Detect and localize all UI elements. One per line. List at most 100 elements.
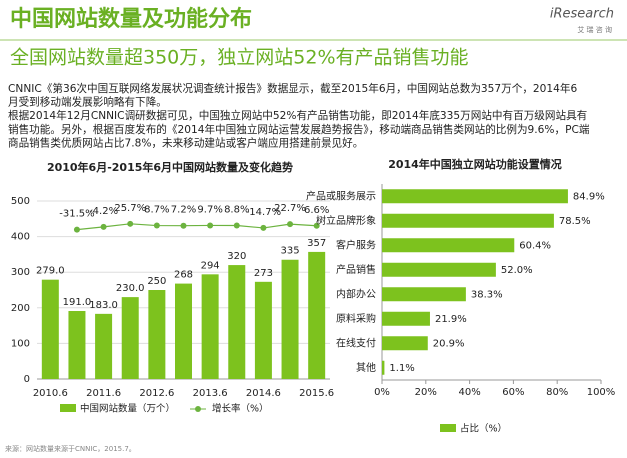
y-tick-label: 500 <box>11 196 30 207</box>
bar-value-label: 84.9% <box>573 191 605 202</box>
bar <box>41 279 59 379</box>
growth-point <box>207 222 214 229</box>
growth-point <box>313 222 320 229</box>
x-tick-label: 100% <box>587 387 616 398</box>
page-title: 中国网站数量及功能分布 <box>10 6 252 32</box>
bar <box>382 213 554 228</box>
body-text: 根据2014年12月CNNIC调研数据可见，中国独立网站中52%有产品销售功能，… <box>8 109 587 122</box>
x-tick-label: 80% <box>546 387 568 398</box>
logo-sub: 艾 瑞 咨 询 <box>577 25 612 34</box>
bar <box>382 189 568 204</box>
y-tick-label: 200 <box>11 303 30 314</box>
y-tick-label: 0 <box>24 374 30 385</box>
legend-swatch <box>195 406 201 412</box>
growth-value-label: -14.7% <box>246 207 281 218</box>
x-tick-label: 2010.6 <box>33 388 68 399</box>
legend-label: 占比（%） <box>460 423 507 435</box>
bar <box>95 313 113 379</box>
bar-value-label: 250 <box>147 276 166 287</box>
category-label: 产品或服务展示 <box>306 189 376 202</box>
bar <box>382 360 385 375</box>
bar-value-label: 38.3% <box>471 289 503 300</box>
bar-value-label: 78.5% <box>559 216 591 227</box>
growth-point <box>100 223 107 230</box>
bar <box>382 262 496 277</box>
bar <box>308 251 326 379</box>
bar <box>228 265 246 379</box>
growth-value-label: 8.7% <box>144 205 169 216</box>
page-subtitle: 全国网站数量超350万，独立网站52%有产品销售功能 <box>10 47 469 69</box>
bar-value-label: 20.9% <box>433 338 465 349</box>
body-text: 销售功能。另外，根据百度发布的《2014年中国独立网站运营发展趋势报告》，移动端… <box>8 123 590 136</box>
bar <box>382 311 430 326</box>
growth-value-label: 22.7% <box>274 203 306 214</box>
body-text: 商品销售类优质网站占比7.8%，未来移动建站或客户端应用搭建前景见好。 <box>8 136 363 149</box>
growth-value-label: 9.7% <box>197 204 222 215</box>
x-tick-label: 2012.6 <box>139 388 174 399</box>
category-label: 其他 <box>356 361 376 374</box>
bar-value-label: 1.1% <box>389 363 414 374</box>
bar <box>175 283 192 379</box>
bar-value-label: 230.0 <box>116 283 145 294</box>
growth-point <box>180 222 187 229</box>
growth-point <box>287 221 294 228</box>
bar <box>281 259 299 379</box>
growth-point <box>260 224 267 231</box>
bar <box>68 311 86 379</box>
x-tick-label: 60% <box>502 387 524 398</box>
x-tick-label: 2013.6 <box>193 388 228 399</box>
bar <box>382 336 428 351</box>
bar-value-label: 191.0 <box>63 297 92 308</box>
bar <box>201 274 219 379</box>
x-tick-label: 20% <box>415 387 437 398</box>
bar-value-label: 335 <box>280 246 299 257</box>
growth-value-label: -4.2% <box>89 206 118 217</box>
bar-value-label: 273 <box>254 268 273 279</box>
y-tick-label: 300 <box>11 267 30 278</box>
x-tick-label: 2011.6 <box>86 388 121 399</box>
bar-value-label: 320 <box>227 251 246 262</box>
growth-line <box>76 223 317 231</box>
growth-point <box>233 222 240 229</box>
bar-value-label: 268 <box>174 270 193 281</box>
bar-value-label: 60.4% <box>519 240 551 251</box>
growth-value-label: 8.8% <box>224 205 249 216</box>
bar <box>382 287 466 302</box>
category-label: 客户服务 <box>336 238 376 251</box>
chart-title: 2010年6月-2015年6月中国网站数量及变化趋势 <box>47 160 293 174</box>
chart-title: 2014年中国独立网站功能设置情况 <box>388 157 562 171</box>
growth-value-label: 7.2% <box>171 205 196 216</box>
logo-brand: iResearch <box>550 7 614 22</box>
legend-label: 中国网站数量（万个） <box>80 403 175 415</box>
category-label: 在线支付 <box>336 336 376 349</box>
bar-value-label: 279.0 <box>36 266 65 277</box>
x-tick-label: 0% <box>374 387 390 398</box>
legend-swatch <box>440 424 456 432</box>
category-label: 树立品牌形象 <box>316 214 376 227</box>
bar-value-label: 294 <box>201 260 220 271</box>
source: 来源：网站数量来源于CNNIC，2015.7。 <box>5 444 136 453</box>
growth-value-label: 6.6% <box>304 205 329 216</box>
growth-point <box>153 222 160 229</box>
legend-swatch <box>60 404 76 412</box>
y-tick-label: 100 <box>11 338 30 349</box>
y-tick-label: 400 <box>11 232 30 243</box>
growth-value-label: 25.7% <box>114 203 146 214</box>
category-label: 原料采购 <box>336 312 376 325</box>
category-label: 内部办公 <box>336 287 376 300</box>
x-tick-label: 2015.6 <box>299 388 334 399</box>
body-text: 月受到移动端发展影响略有下降。 <box>8 96 167 109</box>
growth-point <box>73 226 80 233</box>
bar-value-label: 183.0 <box>89 300 118 311</box>
bar-value-label: 21.9% <box>435 314 467 325</box>
legend-label: 增长率（%） <box>212 403 269 415</box>
growth-point <box>127 220 134 227</box>
x-tick-label: 40% <box>458 387 480 398</box>
x-tick-label: 2014.6 <box>246 388 281 399</box>
bar <box>254 281 272 379</box>
bar-value-label: 357 <box>307 238 326 249</box>
category-label: 产品销售 <box>336 263 376 276</box>
bar <box>121 297 139 379</box>
